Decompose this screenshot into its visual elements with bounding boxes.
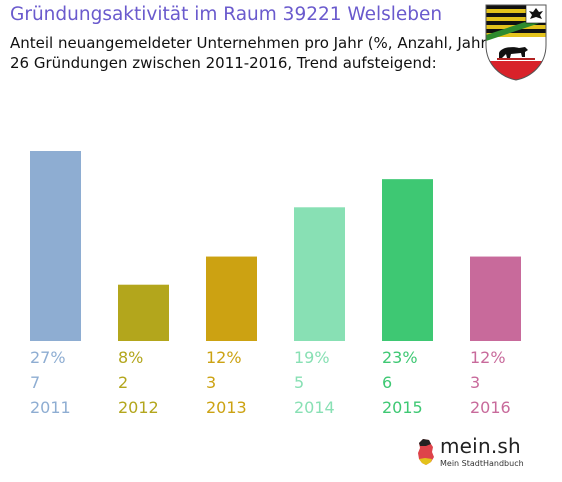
- count-label-2011: 7: [30, 373, 41, 392]
- count-label-2015: 6: [382, 373, 393, 392]
- year-label-2016: 2016: [470, 398, 511, 417]
- year-label-2013: 2013: [206, 398, 247, 417]
- year-label-2011: 2011: [30, 398, 71, 417]
- germany-map-icon: [418, 439, 434, 465]
- subtitle-line-1: Anteil neuangemeldeter Unternehmen pro J…: [10, 34, 493, 52]
- saxony-anhalt-coat-of-arms-icon: [479, 1, 553, 81]
- chart-title: Gründungsaktivität im Raum 39221 Welsleb…: [10, 4, 443, 25]
- brand-logo: mein.sh Mein StadtHandbuch: [416, 434, 526, 474]
- count-label-2014: 5: [294, 373, 305, 392]
- percent-label-2015: 23%: [382, 348, 418, 367]
- count-label-2013: 3: [206, 373, 217, 392]
- bar-2013: [206, 256, 257, 341]
- year-label-2014: 2014: [294, 398, 335, 417]
- bar-2011: [30, 151, 81, 341]
- brand-name: mein.sh: [440, 434, 521, 458]
- count-label-2012: 2: [118, 373, 129, 392]
- year-label-2012: 2012: [118, 398, 159, 417]
- count-label-2016: 3: [470, 373, 481, 392]
- percent-label-2013: 12%: [206, 348, 242, 367]
- percent-label-2012: 8%: [118, 348, 144, 367]
- brand-tagline: Mein StadtHandbuch: [440, 459, 524, 468]
- percent-label-2014: 19%: [294, 348, 330, 367]
- bar-2016: [470, 256, 521, 341]
- percent-label-2011: 27%: [30, 348, 66, 367]
- bar-2012: [118, 284, 169, 341]
- percent-label-2016: 12%: [470, 348, 506, 367]
- bar-2015: [382, 179, 433, 341]
- chart-subtitle: Anteil neuangemeldeter Unternehmen pro J…: [10, 33, 493, 73]
- subtitle-line-2: 26 Gründungen zwischen 2011-2016, Trend …: [10, 54, 437, 72]
- bar-2014: [294, 207, 345, 341]
- year-label-2015: 2015: [382, 398, 423, 417]
